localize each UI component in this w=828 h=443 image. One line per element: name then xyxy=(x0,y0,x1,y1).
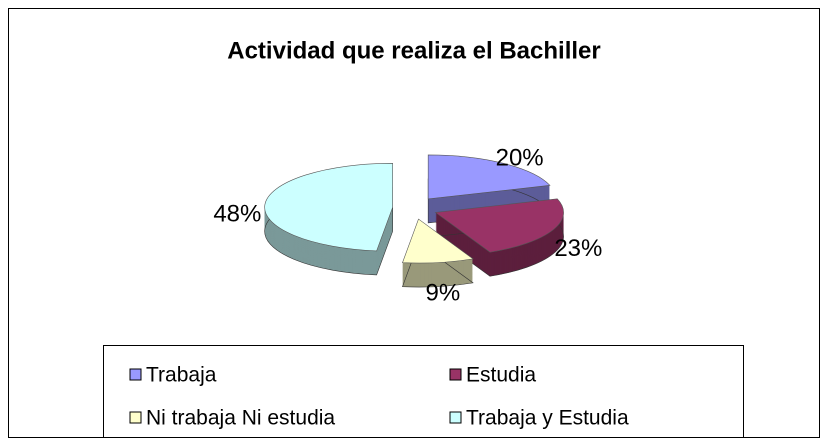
pie-slice xyxy=(434,198,564,253)
data-label: 23% xyxy=(554,235,602,262)
legend-box xyxy=(103,345,744,438)
legend-swatch xyxy=(129,368,142,381)
legend-swatch xyxy=(449,411,462,424)
pie-slice xyxy=(427,154,551,200)
legend-swatch xyxy=(129,411,142,424)
slice-side-edge xyxy=(402,242,474,288)
legend-swatch xyxy=(449,368,462,381)
data-label: 9% xyxy=(426,279,461,306)
pie-slice xyxy=(264,162,393,252)
legend-label: Ni trabaja Ni estudia xyxy=(146,407,335,430)
data-label: 48% xyxy=(213,201,261,228)
legend-label: Trabaja y Estudia xyxy=(466,407,629,430)
data-label: 20% xyxy=(496,145,544,172)
legend-label: Trabaja xyxy=(146,364,217,387)
legend-label: Estudia xyxy=(466,364,536,387)
slice-side-edge xyxy=(434,222,564,277)
pie-slice xyxy=(402,218,474,264)
chart-title: Actividad que realiza el Bachiller xyxy=(227,37,600,64)
